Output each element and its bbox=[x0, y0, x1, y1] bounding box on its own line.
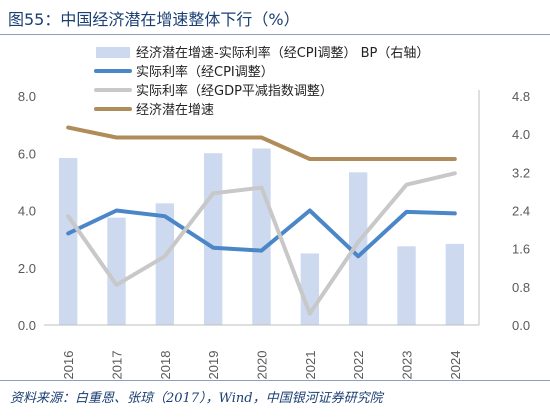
legend-label: 实际利率（经CPI调整） bbox=[136, 64, 274, 80]
figure-title: 图55：中国经济潜在增速整体下行（%） bbox=[8, 10, 300, 29]
right-tick-label: 0.0 bbox=[512, 318, 530, 333]
x-tick-label: 2019 bbox=[206, 351, 221, 380]
x-tick-label: 2017 bbox=[110, 351, 125, 380]
bar-2018 bbox=[155, 203, 175, 325]
bars-layer bbox=[58, 148, 465, 325]
right-tick-label: 4.8 bbox=[512, 89, 530, 104]
right-tick-label: 3.2 bbox=[512, 165, 530, 180]
series-line-1 bbox=[66, 208, 457, 259]
bar-2023 bbox=[397, 246, 416, 325]
left-tick-label: 0.0 bbox=[18, 318, 36, 333]
left-tick-label: 4.0 bbox=[18, 204, 36, 219]
bar-2024 bbox=[445, 243, 465, 325]
bar-2020 bbox=[252, 148, 271, 325]
bar-2019 bbox=[203, 153, 223, 325]
right-tick-label: 2.4 bbox=[512, 204, 530, 219]
source-note: 资料来源：白重恩、张琼（2017），Wind，中国银河证券研究院 bbox=[10, 391, 383, 406]
source-divider bbox=[0, 380, 550, 381]
axes-layer: 0.0 2.0 4.0 6.0 8.0 0.0 0.8 1.6 2.4 3.2 4.0 4.8 2016… bbox=[18, 89, 530, 379]
lines-layer bbox=[66, 125, 457, 316]
chart-area: 0.0 2.0 4.0 6.0 8.0 0.0 0.8 1.6 2.4 3.2 4.0 4.8 2016… bbox=[18, 45, 530, 379]
legend-label: 经济潜在增速 bbox=[136, 103, 214, 118]
right-tick-label: 4.0 bbox=[512, 127, 530, 142]
legend-swatch-bar bbox=[96, 47, 130, 58]
x-tick-label: 2024 bbox=[448, 351, 463, 380]
left-tick-label: 6.0 bbox=[18, 146, 36, 161]
legend-label: 实际利率（经GDP平减指数调整） bbox=[136, 83, 333, 99]
x-tick-label: 2016 bbox=[61, 351, 76, 380]
x-tick-label: 2018 bbox=[158, 351, 173, 380]
x-tick-label: 2023 bbox=[400, 351, 415, 380]
title-divider bbox=[0, 34, 550, 35]
legend-label: 经济潜在增速-实际利率（经CPI调整） BP（右轴） bbox=[136, 45, 429, 61]
left-tick-label: 2.0 bbox=[18, 261, 36, 276]
x-tick-label: 2020 bbox=[255, 351, 270, 380]
bar-2022 bbox=[348, 172, 368, 325]
left-tick-label: 8.0 bbox=[18, 89, 36, 104]
legend: 经济潜在增速-实际利率（经CPI调整） BP（右轴） 实际利率（经CPI调整） 实际… bbox=[94, 45, 429, 118]
bar-2017 bbox=[107, 217, 126, 325]
bar-2016 bbox=[58, 158, 78, 325]
series-line-3 bbox=[66, 125, 457, 161]
right-tick-label: 1.6 bbox=[512, 242, 530, 257]
x-tick-label: 2021 bbox=[303, 351, 318, 380]
series-line-2 bbox=[66, 171, 457, 316]
x-tick-label: 2022 bbox=[351, 351, 366, 380]
right-tick-label: 0.8 bbox=[512, 280, 530, 295]
